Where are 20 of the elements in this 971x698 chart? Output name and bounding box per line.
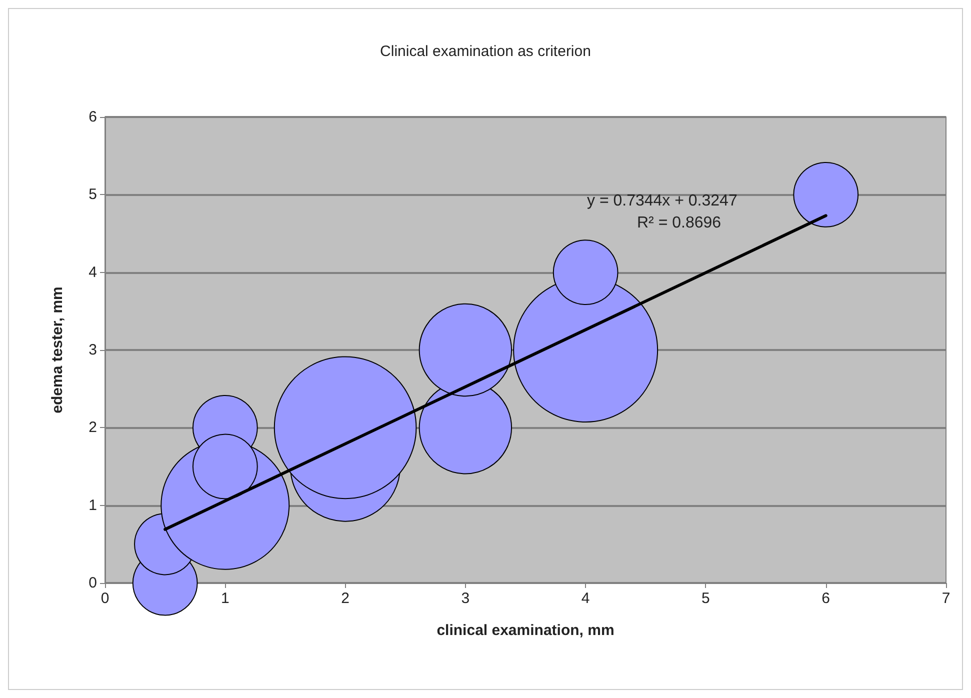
y-tick-label: 3 bbox=[88, 342, 97, 358]
x-tick-label: 2 bbox=[341, 590, 350, 607]
annotation: R² = 0.8696 bbox=[637, 214, 722, 232]
y-tick-label: 5 bbox=[88, 186, 97, 204]
x-tick-label: 5 bbox=[702, 590, 710, 607]
y-axis-title: edema tester, mm bbox=[49, 286, 66, 414]
annotation: y = 0.7344x + 0.3247 bbox=[587, 192, 738, 210]
y-tick-label: 2 bbox=[88, 419, 97, 436]
x-tick-label: 3 bbox=[461, 590, 470, 607]
x-axis-title: clinical examination, mm bbox=[436, 622, 614, 639]
x-tick-label: 0 bbox=[100, 590, 110, 607]
y-tick-label: 6 bbox=[88, 108, 97, 126]
y-tick-label: 1 bbox=[88, 496, 97, 514]
x-tick-label: 1 bbox=[220, 590, 230, 607]
chart-title: Clinical examination as criterion bbox=[380, 43, 591, 60]
x-tick-label: 6 bbox=[822, 590, 830, 607]
y-tick-label: 4 bbox=[88, 264, 97, 281]
y-tick-label: 0 bbox=[88, 574, 97, 592]
x-tick-label: 7 bbox=[942, 590, 950, 607]
x-tick-label: 4 bbox=[581, 590, 590, 607]
